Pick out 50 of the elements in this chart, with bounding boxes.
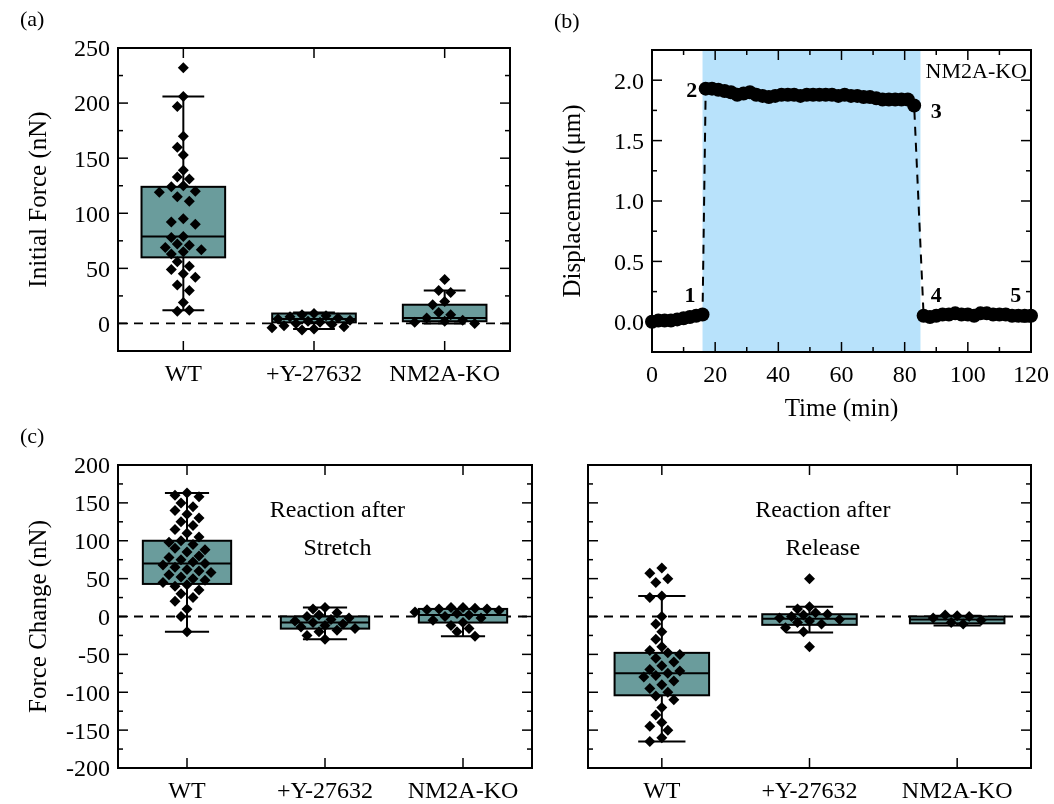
y-tick-label: 100 (74, 200, 110, 227)
annotation: 1 (684, 282, 696, 308)
y-tick-label: 0.5 (614, 248, 644, 275)
x-tick-label: NM2A-KO (901, 777, 1013, 803)
x-tick-label: +Y-27632 (761, 777, 858, 803)
x-tick-label: 80 (892, 361, 917, 387)
y-axis-title: Initial Force (nN) (24, 111, 52, 288)
y-tick-label: 200 (74, 90, 110, 117)
y-tick-label: 1.0 (614, 188, 644, 215)
annotation: 3 (930, 98, 942, 124)
y-tick-label: 1.5 (614, 128, 644, 154)
annotation: 5 (1010, 282, 1022, 308)
y-tick-label: 2.0 (614, 67, 644, 94)
y-tick-label: -100 (66, 679, 110, 706)
y-tick-label: -200 (66, 755, 110, 782)
y-tick-label: 150 (74, 490, 110, 517)
y-tick-label: 250 (74, 35, 110, 62)
annotation: Reaction after Stretch (269, 496, 406, 560)
y-tick-label: -150 (66, 717, 110, 744)
x-tick-label: WT (168, 777, 206, 803)
y-tick-label: 0.0 (614, 309, 644, 336)
annotation: 2 (686, 76, 698, 102)
y-tick-label: 150 (74, 145, 110, 172)
annotation: Reaction after Release (755, 496, 891, 560)
x-tick-label: +Y-27632 (276, 777, 374, 803)
x-tick-label: +Y-27632 (265, 360, 363, 386)
x-tick-label: 60 (829, 361, 854, 387)
chart-title: (b) (554, 8, 580, 33)
x-tick-label: WT (643, 777, 681, 803)
y-tick-label: -50 (78, 641, 110, 668)
x-axis-title: Time (min) (784, 394, 899, 422)
x-tick-label: 100 (949, 361, 986, 387)
x-tick-label: 40 (766, 361, 791, 387)
x-tick-label: NM2A-KO (389, 360, 500, 386)
chart-title: (c) (20, 423, 45, 448)
y-axis-title: Force Change (nN) (24, 520, 52, 713)
y-tick-label: 100 (74, 528, 110, 555)
x-tick-label: NM2A-KO (407, 777, 519, 803)
chart-title: (a) (20, 6, 45, 31)
annotation: NM2A-KO (925, 58, 1027, 83)
y-tick-label: 50 (86, 566, 110, 593)
y-tick-label: 0 (98, 310, 110, 337)
annotation: 4 (930, 282, 942, 308)
y-tick-label: 200 (74, 452, 110, 479)
y-tick-label: 50 (86, 255, 110, 282)
y-tick-label: 0 (98, 603, 110, 630)
y-axis-title: Displacement (μm) (558, 104, 586, 298)
x-tick-label: 20 (703, 361, 728, 387)
x-tick-label: WT (164, 360, 203, 386)
x-tick-label: 120 (1013, 361, 1049, 387)
